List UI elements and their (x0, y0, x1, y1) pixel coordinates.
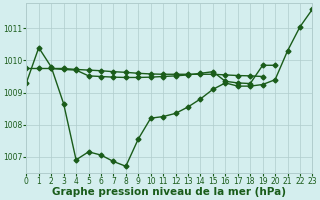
X-axis label: Graphe pression niveau de la mer (hPa): Graphe pression niveau de la mer (hPa) (52, 187, 286, 197)
